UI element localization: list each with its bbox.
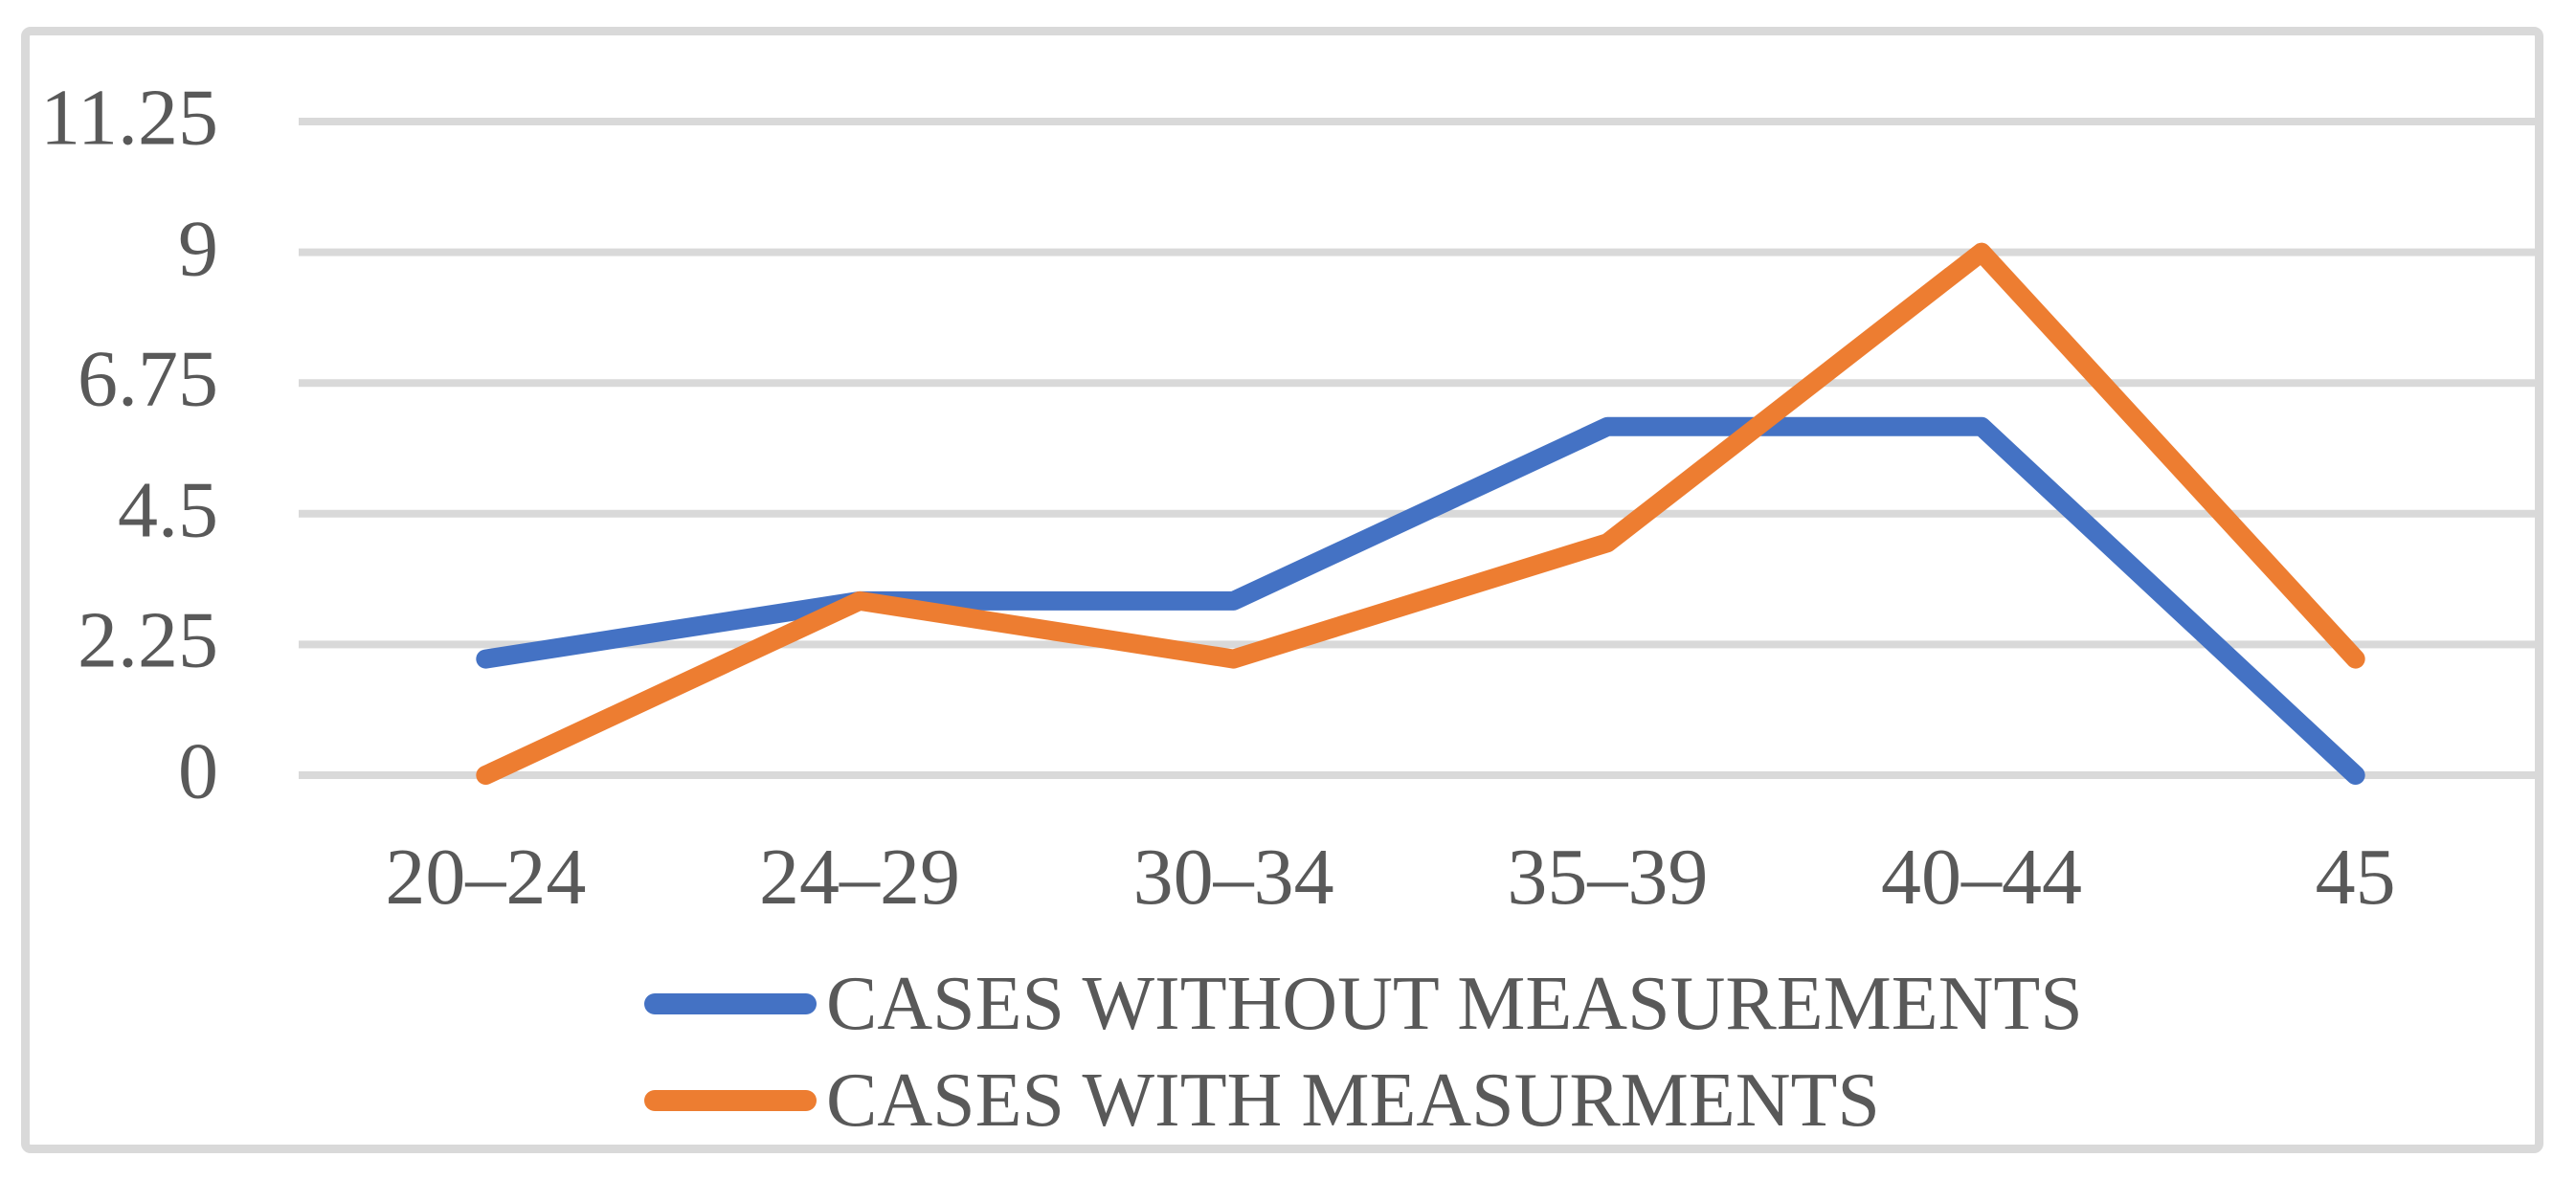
x-axis-category-label: 24–29	[759, 833, 960, 922]
legend-marker-orange-line	[644, 1090, 817, 1111]
series-line-1	[476, 242, 2365, 785]
legend-item-cases-without-measurements: CASES WITHOUT MEASUREMENTS	[644, 966, 2083, 1042]
x-axis-category-label: 40–44	[1881, 833, 2082, 922]
y-axis-tick-label: 4.5	[118, 465, 218, 555]
legend-label-cases-with-measurments: CASES WITH MEASURMENTS	[826, 1058, 1880, 1143]
x-axis-category-label: 35–39	[1507, 833, 1709, 922]
x-axis-category-label: 30–34	[1132, 833, 1334, 922]
chart-border-frame	[21, 27, 2543, 1153]
x-axis-category-label: 20–24	[385, 833, 587, 922]
legend-marker-blue-line	[644, 993, 817, 1014]
y-axis-tick-label: 11.25	[40, 73, 218, 163]
y-axis-tick-label: 9	[178, 204, 218, 294]
y-axis-tick-label: 6.75	[78, 334, 218, 424]
y-axis-tick-label: 0	[178, 726, 218, 816]
y-axis-tick-label: 2.25	[78, 596, 218, 686]
legend-item-cases-with-measurments: CASES WITH MEASURMENTS	[644, 1062, 1880, 1139]
legend-label-cases-without-measurements: CASES WITHOUT MEASUREMENTS	[826, 962, 2083, 1046]
x-axis-category-label: 45	[2315, 833, 2396, 922]
series-line-0	[476, 416, 2365, 785]
